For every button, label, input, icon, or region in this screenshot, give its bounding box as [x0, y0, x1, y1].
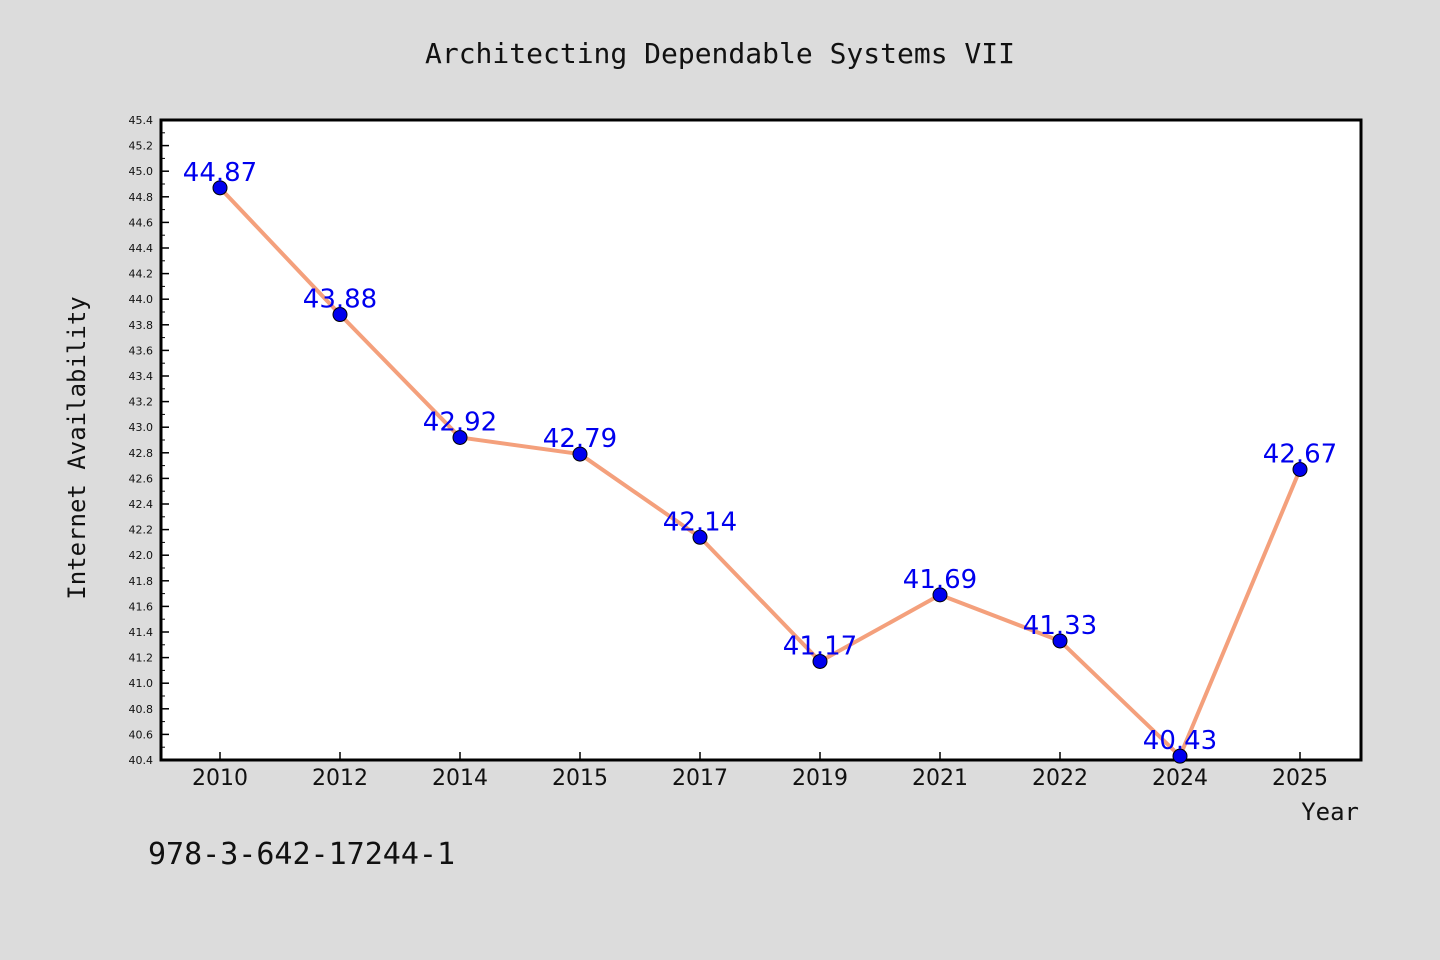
data-point	[572, 446, 588, 462]
y-tick-label: 43.4	[129, 370, 154, 383]
y-tick-label: 41.6	[129, 600, 154, 613]
y-tick-label: 44.4	[129, 242, 154, 255]
x-tick-label: 2017	[672, 766, 728, 791]
data-point	[212, 180, 228, 196]
data-point	[932, 587, 948, 603]
y-axis-label: Internet Availability	[63, 296, 91, 599]
x-axis: 2010 2012 2014 2015 2017 2019 2021 2022 2024 2025	[192, 752, 1328, 791]
y-tick-label: 40.4	[129, 754, 154, 767]
y-tick-label: 42.6	[129, 472, 154, 485]
chart-title: Architecting Dependable Systems VII	[425, 37, 1015, 70]
x-tick-label: 2022	[1032, 766, 1088, 791]
data-point	[452, 429, 468, 445]
data-point	[1052, 633, 1068, 649]
y-tick-label: 44.0	[129, 293, 154, 306]
x-tick-label: 2024	[1152, 766, 1208, 791]
y-axis: 40.4 40.6 40.8 41.0 41.2 41.4 41.6 41.8 42.0 42.2…	[129, 114, 169, 767]
y-tick-label: 40.8	[129, 703, 154, 716]
data-label: 42.14	[663, 507, 737, 537]
y-tick-label: 44.8	[129, 191, 154, 204]
y-tick-label: 42.0	[129, 549, 154, 562]
data-label: 41.17	[783, 631, 857, 661]
footer-isbn-text: 978-3-642-17244-1	[148, 837, 455, 872]
data-point	[332, 307, 348, 323]
x-tick-label: 2019	[792, 766, 848, 791]
data-label: 42.67	[1263, 439, 1337, 469]
x-tick-label: 2025	[1272, 766, 1328, 791]
data-label: 44.87	[183, 158, 257, 188]
y-tick-label: 43.2	[129, 396, 154, 409]
plot-area	[159, 118, 1363, 762]
y-tick-label: 41.8	[129, 575, 154, 588]
y-tick-label: 43.0	[129, 421, 154, 434]
y-tick-label: 45.0	[129, 165, 154, 178]
y-tick-label: 41.4	[129, 626, 154, 639]
data-point	[1292, 461, 1308, 477]
data-label: 41.33	[1023, 611, 1097, 641]
y-tick-label: 40.6	[129, 728, 154, 741]
x-tick-label: 2010	[192, 766, 248, 791]
y-tick-label: 42.8	[129, 447, 154, 460]
series-layer: 44.87 43.88 42.92 42.79 42.14 41.17 41.69 41.33…	[183, 158, 1337, 764]
x-tick-label: 2015	[552, 766, 608, 791]
x-tick-label: 2014	[432, 766, 488, 791]
y-tick-label: 45.4	[129, 114, 154, 127]
data-label: 40.43	[1143, 726, 1217, 756]
data-point	[692, 529, 708, 545]
y-tick-label: 45.2	[129, 140, 154, 153]
data-point	[1172, 748, 1188, 764]
y-tick-label: 42.2	[129, 524, 154, 537]
x-axis-label: Year	[1301, 798, 1359, 826]
data-label: 41.69	[903, 565, 977, 595]
data-label: 42.79	[543, 424, 617, 454]
y-tick-label: 43.6	[129, 344, 154, 357]
y-tick-label: 44.6	[129, 216, 154, 229]
data-point	[812, 653, 828, 669]
data-label: 42.92	[423, 407, 497, 437]
y-tick-label: 42.4	[129, 498, 154, 511]
x-tick-label: 2021	[912, 766, 968, 791]
y-tick-label: 43.8	[129, 319, 154, 332]
y-tick-label: 41.0	[129, 677, 154, 690]
y-tick-label: 41.2	[129, 652, 154, 665]
y-tick-label: 44.2	[129, 268, 154, 281]
data-label: 43.88	[303, 285, 377, 315]
x-tick-label: 2012	[312, 766, 368, 791]
series-line	[218, 185, 1302, 759]
